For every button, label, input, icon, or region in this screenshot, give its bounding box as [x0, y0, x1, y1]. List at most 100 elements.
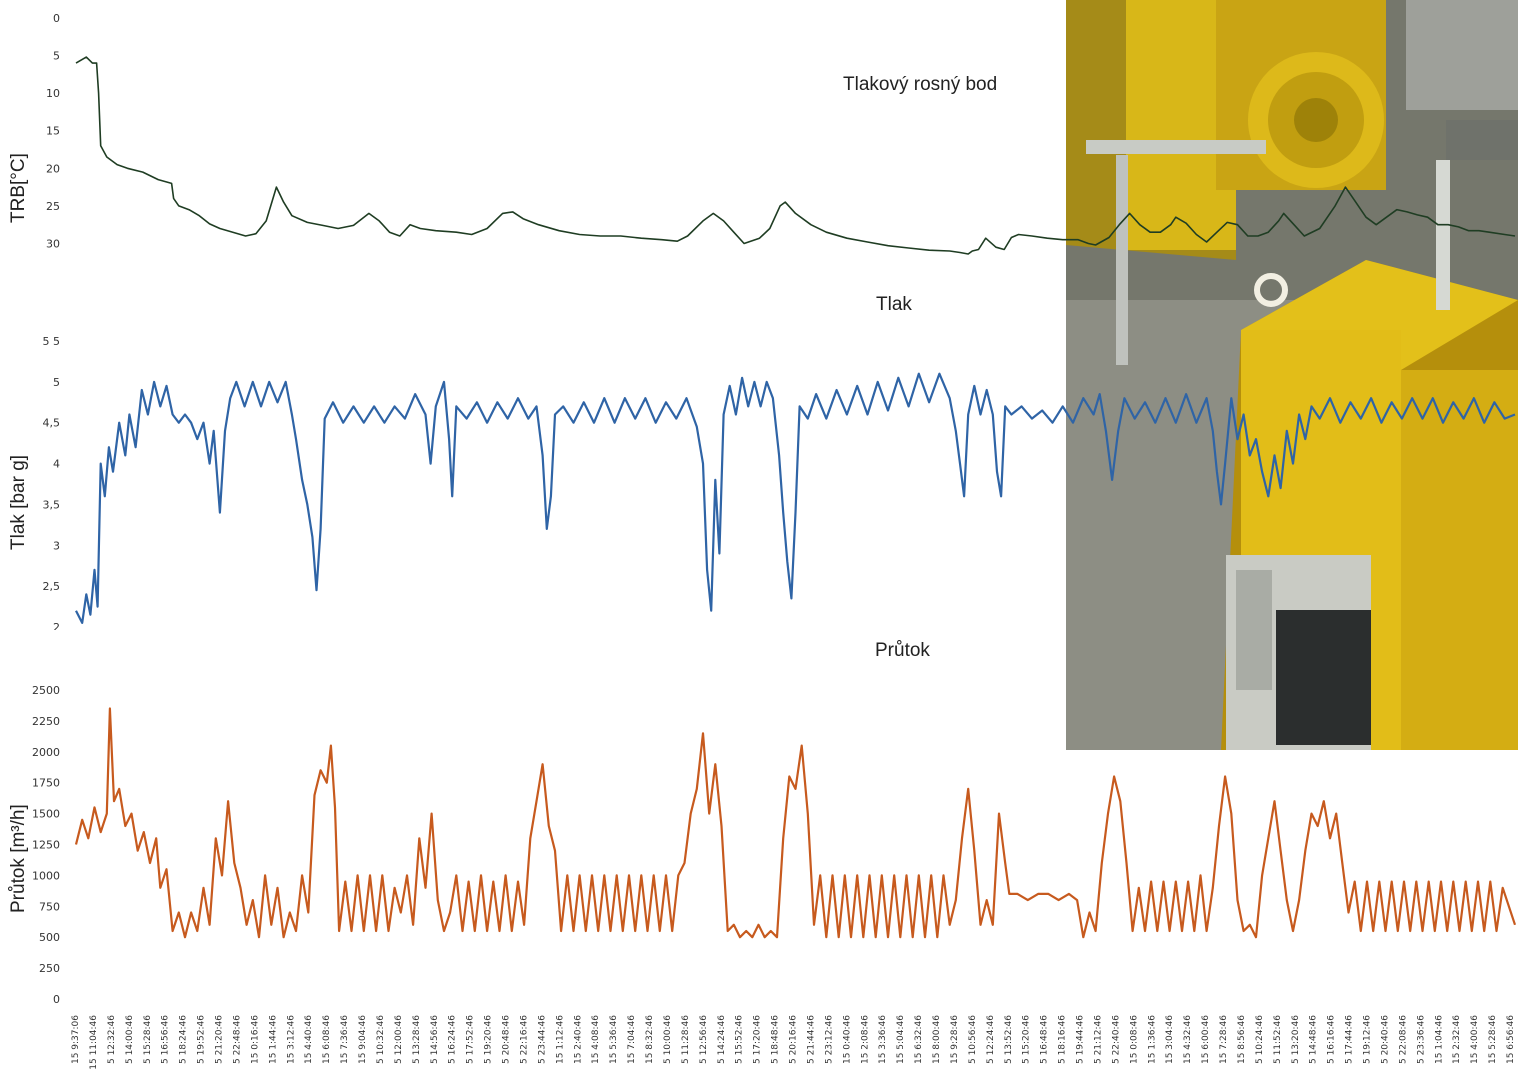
x-tick-label: 5 20:40:46	[1380, 1015, 1390, 1064]
x-tick-label: 5 16:16:46	[1327, 1015, 1337, 1064]
x-tick-label: 5 18:48:46	[771, 1015, 781, 1064]
x-tick-label: 5 20:48:46	[502, 1015, 512, 1064]
x-tick-label: 15 2:32:46	[1452, 1015, 1462, 1064]
y-tick-label: 500	[39, 931, 60, 944]
x-tick-label: 15 5:36:46	[609, 1015, 619, 1064]
x-tick-label: 5 11:52:46	[1273, 1015, 1283, 1064]
y-tick-label: 3	[53, 539, 60, 552]
x-tick-label: 5 22:40:46	[1111, 1015, 1121, 1064]
x-tick-label: 5 10:32:46	[376, 1015, 386, 1064]
chart-title-pressure: Tlak	[876, 294, 912, 315]
x-tick-label: 5 14:56:46	[430, 1015, 440, 1064]
x-tick-label: 5 10:56:46	[968, 1015, 978, 1064]
x-tick-label: 15 1:36:46	[1147, 1015, 1157, 1064]
x-tick-label: 15 6:56:46	[1506, 1015, 1516, 1064]
x-tick-label: 15 1:12:46	[555, 1015, 565, 1064]
x-tick-label: 15 6:32:46	[914, 1015, 924, 1064]
series-line-pressure	[75, 372, 1516, 624]
y-tick-label: 1000	[32, 869, 60, 882]
chart-title-flow: Průtok	[875, 640, 930, 661]
x-tick-label: 5 20:16:46	[789, 1015, 799, 1064]
y-tick-label: 1750	[32, 777, 60, 790]
x-tick-label: 15 1:44:46	[268, 1015, 278, 1064]
x-tick-label: 5 22:16:46	[519, 1015, 529, 1064]
x-tick-label: 5 19:44:46	[1076, 1015, 1086, 1064]
x-tick-label: 5 22:48:46	[232, 1015, 242, 1064]
x-tick-label: 5 18:24:46	[179, 1015, 189, 1064]
chart-title-dewpoint: Tlakový rosný bod	[843, 74, 998, 95]
y-tick-label: 0	[53, 12, 60, 25]
x-tick-label: 5 23:12:46	[824, 1015, 834, 1064]
x-tick-label: 15 2:08:46	[860, 1015, 870, 1064]
x-tick-label: 15 9:37:06	[71, 1015, 81, 1064]
y-tick-label: 25	[46, 200, 60, 213]
x-tick-label: 5 10:00:46	[663, 1015, 673, 1064]
x-tick-label: 15 7:36:46	[340, 1015, 350, 1064]
x-tick-label: 15 3:04:46	[1165, 1015, 1175, 1064]
series-line-flow	[74, 707, 1517, 939]
x-tick-label: 5 16:48:46	[1040, 1015, 1050, 1064]
y-tick-label: 4,5	[43, 417, 61, 430]
y-tick-label: 750	[39, 900, 60, 913]
x-tick-label: 5 19:12:46	[1363, 1015, 1373, 1064]
x-tick-label: 5 13:20:46	[1291, 1015, 1301, 1064]
x-tick-label: 5 23:44:46	[537, 1015, 547, 1064]
x-tick-label: 15 8:56:46	[1237, 1015, 1247, 1064]
x-tick-label: 15 11:04:46	[89, 1015, 99, 1070]
x-tick-label: 5 23:36:46	[1416, 1015, 1426, 1064]
y-tick-label: 5	[53, 50, 60, 63]
x-tick-label: 5 14:24:46	[717, 1015, 727, 1064]
dewpoint-chart: 0 5 10 15 20 25 30	[46, 12, 1516, 255]
x-tick-label: 15 1:04:46	[1434, 1015, 1444, 1064]
y-tick-label: 250	[39, 962, 60, 975]
y-tick-label: 30	[46, 237, 60, 250]
x-tick-label: 5 17:44:46	[1345, 1015, 1355, 1064]
x-tick-label: 15 3:12:46	[286, 1015, 296, 1064]
x-tick-label: 5 14:00:46	[125, 1015, 135, 1064]
x-tick-label: 5 21:20:46	[215, 1015, 225, 1064]
x-tick-label: 5 19:20:46	[484, 1015, 494, 1064]
x-tick-label: 15 0:40:46	[842, 1015, 852, 1064]
flow-chart: 0 250 500 750 1000 1250 1500 1750 2000 2250 2500 15…	[32, 684, 1517, 1070]
y-tick-label: 0	[53, 993, 60, 1006]
x-tick-label: 15 0:08:46	[1129, 1015, 1139, 1064]
x-tick-label: 5 17:20:46	[753, 1015, 763, 1064]
x-tick-label: 5 16:56:46	[161, 1015, 171, 1064]
y-tick-label: 2	[53, 621, 60, 630]
y-tick-label: 3,5	[43, 498, 61, 511]
x-tick-label: 15 5:28:46	[1488, 1015, 1498, 1064]
x-tick-label: 5 12:56:46	[699, 1015, 709, 1064]
y-tick-label: 20	[46, 162, 60, 175]
pressure-chart: 2 2,5 3 3,5 4 4,5 5 5 5	[43, 335, 1516, 630]
x-tick-label: 5 22:08:46	[1398, 1015, 1408, 1064]
x-tick-label: 5 13:28:46	[412, 1015, 422, 1064]
x-tick-label: 5 17:52:46	[466, 1015, 476, 1064]
x-tick-label: 5 12:00:46	[394, 1015, 404, 1064]
x-tick-label: 5 11:28:46	[681, 1015, 691, 1064]
x-tick-label: 15 9:28:46	[950, 1015, 960, 1064]
y-tick-label: 2250	[32, 715, 60, 728]
y-tick-label: 2500	[32, 684, 60, 697]
x-tick-label: 15 4:00:46	[1470, 1015, 1480, 1064]
x-tick-label: 15 2:40:46	[573, 1015, 583, 1064]
y-tick-label: 15	[46, 125, 60, 138]
y-tick-label: 1250	[32, 839, 60, 852]
y-tick-label: 10	[46, 87, 60, 100]
x-tick-label: 5 10:24:46	[1255, 1015, 1265, 1064]
x-tick-label: 5 12:32:46	[107, 1015, 117, 1064]
x-tick-label: 15 6:08:46	[322, 1015, 332, 1064]
x-tick-label: 5 12:24:46	[986, 1015, 996, 1064]
y-tick-label: 2,5	[43, 580, 61, 593]
x-tick-label: 5 21:12:46	[1093, 1015, 1103, 1064]
x-tick-label: 15 7:28:46	[1219, 1015, 1229, 1064]
x-tick-label: 15 5:04:46	[896, 1015, 906, 1064]
x-tick-label: 15 4:40:46	[304, 1015, 314, 1064]
x-tick-label: 15 0:16:46	[250, 1015, 260, 1064]
x-tick-label: 5 15:28:46	[143, 1015, 153, 1064]
x-tick-label: 15 8:32:46	[645, 1015, 655, 1064]
x-tick-label: 15 9:04:46	[358, 1015, 368, 1064]
y-tick-label: 4	[53, 458, 60, 471]
x-tick-label: 5 18:16:46	[1058, 1015, 1068, 1064]
series-line-dewpoint	[75, 56, 1516, 255]
